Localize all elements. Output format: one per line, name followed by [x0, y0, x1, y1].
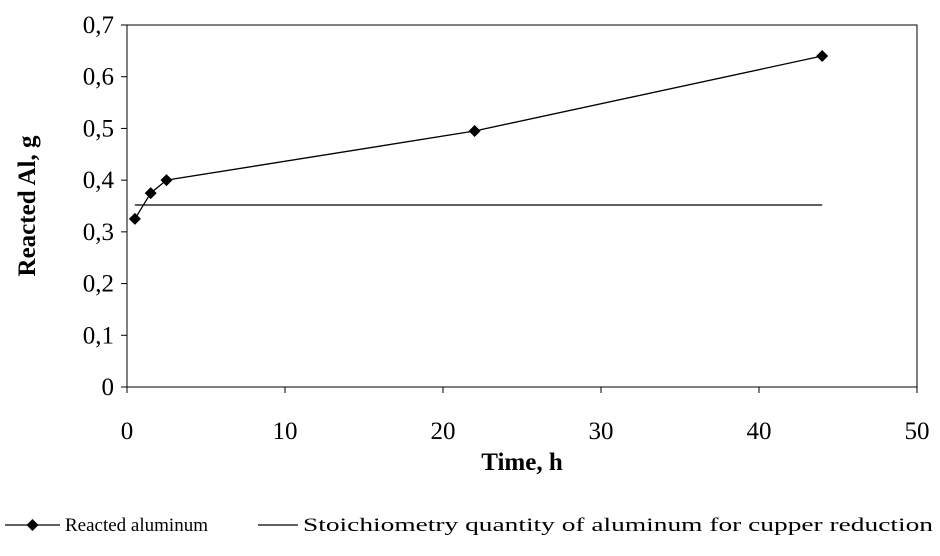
legend: Reacted aluminum Stoichiometry quantity … — [5, 515, 934, 536]
x-axis-title: Time, h — [481, 449, 563, 476]
data-point — [144, 187, 157, 200]
series-layer — [128, 50, 829, 225]
legend-label-reacted-aluminum: Reacted aluminum — [65, 515, 208, 536]
y-tick-label: 0,5 — [83, 115, 114, 142]
y-tick-label: 0,4 — [83, 167, 115, 194]
y-tick-label: 0 — [102, 374, 115, 401]
y-tick-label: 0,1 — [83, 322, 114, 349]
x-tick-label: 40 — [747, 418, 772, 445]
y-axis-title: Reacted Al, g — [14, 135, 41, 276]
data-point — [816, 50, 829, 63]
y-axis: 0 0,1 0,2 0,3 0,4 0,5 0,6 0,7 — [83, 12, 127, 401]
data-point — [128, 212, 141, 225]
y-tick-label: 0,7 — [83, 12, 114, 39]
x-tick-label: 30 — [589, 418, 614, 445]
y-tick-label: 0,3 — [83, 219, 114, 246]
x-tick-label: 10 — [273, 418, 298, 445]
data-point — [160, 174, 173, 187]
x-axis: 0 10 20 30 40 50 — [121, 387, 930, 445]
legend-label-stoichiometry: Stoichiometry quantity of aluminum for c… — [303, 515, 934, 536]
y-tick-label: 0,6 — [83, 64, 114, 91]
x-tick-label: 0 — [121, 418, 134, 445]
x-tick-label: 50 — [905, 418, 930, 445]
legend-marker-diamond — [26, 519, 39, 531]
x-tick-label: 20 — [431, 418, 456, 445]
y-tick-label: 0,2 — [83, 271, 114, 298]
data-point — [468, 125, 481, 138]
plot-area — [126, 24, 918, 388]
